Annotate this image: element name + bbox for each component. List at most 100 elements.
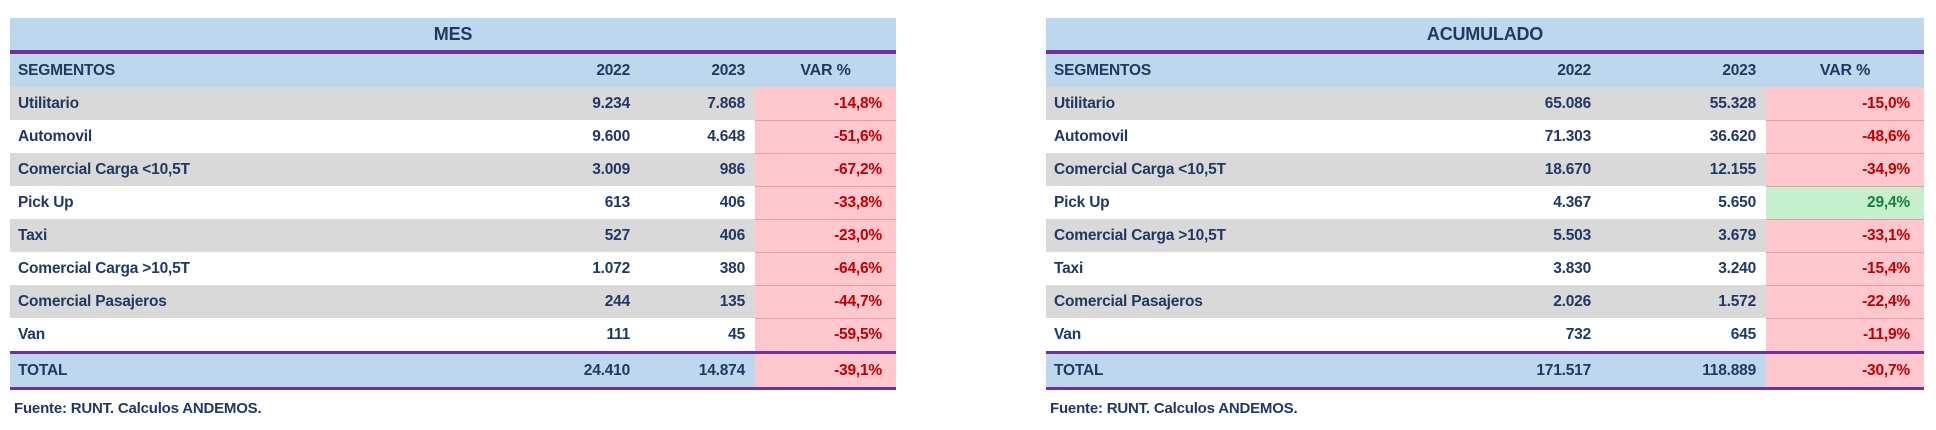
segment-cell: Taxi bbox=[18, 226, 48, 244]
value-2022-cell: 244 bbox=[604, 292, 630, 310]
value-2022-cell: 3.830 bbox=[1553, 259, 1591, 277]
segment-cell: Pick Up bbox=[18, 193, 74, 211]
value-2023-cell: 7.868 bbox=[707, 94, 745, 112]
segment-cell: Comercial Carga <10,5T bbox=[18, 160, 190, 178]
var-percent-cell: -22,4% bbox=[1766, 285, 1924, 318]
table-row: Comercial Carga <10,5T 3.009 986 -67,2% bbox=[10, 153, 896, 186]
table-row: Automovil 9.600 4.648 -51,6% bbox=[10, 120, 896, 153]
var-percent-cell: -34,9% bbox=[1766, 153, 1924, 186]
segment-cell: Automovil bbox=[1054, 127, 1128, 145]
var-percent-cell: -48,6% bbox=[1766, 120, 1924, 153]
title-divider bbox=[10, 50, 896, 54]
column-header-2023: 2023 bbox=[711, 61, 745, 79]
var-percent-cell: -11,9% bbox=[1766, 318, 1924, 351]
acumulado-header-row: SEGMENTOS 2022 2023 VAR % bbox=[1046, 54, 1924, 87]
segment-cell: Comercial Pasajeros bbox=[1054, 292, 1203, 310]
value-2022-cell: 111 bbox=[606, 325, 630, 343]
table-row: Utilitario 65.086 55.328 -15,0% bbox=[1046, 87, 1924, 120]
value-2023-cell: 406 bbox=[719, 193, 745, 211]
value-2023-cell: 12.155 bbox=[1709, 160, 1756, 178]
value-2023-cell: 36.620 bbox=[1709, 127, 1756, 145]
table-row: Taxi 3.830 3.240 -15,4% bbox=[1046, 252, 1924, 285]
value-2023-cell: 986 bbox=[719, 160, 745, 178]
segment-cell: Van bbox=[1054, 325, 1081, 343]
value-2023-cell: 3.240 bbox=[1718, 259, 1756, 277]
var-percent-cell: -33,1% bbox=[1766, 219, 1924, 252]
mes-table-body: Utilitario 9.234 7.868 -14,8% Automovil … bbox=[10, 87, 896, 351]
value-2022-cell: 5.503 bbox=[1553, 226, 1591, 244]
value-2022-cell: 71.303 bbox=[1544, 127, 1591, 145]
table-row: Van 732 645 -11,9% bbox=[1046, 318, 1924, 351]
value-2023-cell: 1.572 bbox=[1718, 292, 1756, 310]
column-header-var: VAR % bbox=[1819, 61, 1871, 79]
segment-cell: Van bbox=[18, 325, 45, 343]
acumulado-total-row: TOTAL 171.517 118.889 -30,7% bbox=[1046, 351, 1924, 390]
value-2022-cell: 613 bbox=[604, 193, 630, 211]
mes-table-panel: MES SEGMENTOS 2022 2023 VAR % Utilitario… bbox=[10, 18, 896, 417]
value-2023-cell: 4.648 bbox=[707, 127, 745, 145]
value-2023-cell: 3.679 bbox=[1718, 226, 1756, 244]
value-2022-cell: 9.600 bbox=[592, 127, 630, 145]
var-percent-cell: -67,2% bbox=[755, 153, 896, 186]
total-2023-cell: 118.889 bbox=[1702, 361, 1756, 379]
segment-cell: Comercial Carga >10,5T bbox=[1054, 226, 1226, 244]
segment-cell: Comercial Pasajeros bbox=[18, 292, 167, 310]
source-note: Fuente: RUNT. Calculos ANDEMOS. bbox=[1050, 400, 1298, 417]
table-row: Utilitario 9.234 7.868 -14,8% bbox=[10, 87, 896, 120]
title-divider bbox=[1046, 50, 1924, 54]
var-percent-cell: -15,4% bbox=[1766, 252, 1924, 285]
table-row: Comercial Pasajeros 2.026 1.572 -22,4% bbox=[1046, 285, 1924, 318]
column-header-2022: 2022 bbox=[1557, 61, 1591, 79]
value-2023-cell: 5.650 bbox=[1718, 193, 1756, 211]
table-row: Pick Up 613 406 -33,8% bbox=[10, 186, 896, 219]
table-row: Taxi 527 406 -23,0% bbox=[10, 219, 896, 252]
total-2022-cell: 24.410 bbox=[583, 361, 630, 379]
mes-table-title: MES bbox=[10, 18, 896, 50]
segment-cell: Utilitario bbox=[1054, 94, 1115, 112]
column-header-segmentos: SEGMENTOS bbox=[18, 61, 115, 79]
value-2023-cell: 645 bbox=[1730, 325, 1756, 343]
segment-cell: Taxi bbox=[1054, 259, 1084, 277]
segment-cell: Automovil bbox=[18, 127, 92, 145]
mes-total-row: TOTAL 24.410 14.874 -39,1% bbox=[10, 351, 896, 390]
column-header-var: VAR % bbox=[800, 61, 851, 79]
column-header-segmentos: SEGMENTOS bbox=[1054, 61, 1151, 79]
table-row: Automovil 71.303 36.620 -48,6% bbox=[1046, 120, 1924, 153]
table-row: Comercial Carga >10,5T 5.503 3.679 -33,1… bbox=[1046, 219, 1924, 252]
value-2023-cell: 135 bbox=[719, 292, 745, 310]
table-row: Comercial Carga >10,5T 1.072 380 -64,6% bbox=[10, 252, 896, 285]
value-2022-cell: 18.670 bbox=[1544, 160, 1591, 178]
var-percent-cell: -15,0% bbox=[1766, 87, 1924, 120]
source-note: Fuente: RUNT. Calculos ANDEMOS. bbox=[14, 400, 262, 417]
value-2022-cell: 4.367 bbox=[1553, 193, 1591, 211]
var-percent-cell: -64,6% bbox=[755, 252, 896, 285]
table-row: Comercial Pasajeros 244 135 -44,7% bbox=[10, 285, 896, 318]
value-2023-cell: 45 bbox=[728, 325, 745, 343]
var-percent-cell: -59,5% bbox=[755, 318, 896, 351]
value-2022-cell: 1.072 bbox=[592, 259, 630, 277]
var-percent-cell: -23,0% bbox=[755, 219, 896, 252]
column-header-2023: 2023 bbox=[1722, 61, 1756, 79]
table-row: Pick Up 4.367 5.650 29,4% bbox=[1046, 186, 1924, 219]
var-percent-cell: 29,4% bbox=[1766, 186, 1924, 219]
table-row: Van 111 45 -59,5% bbox=[10, 318, 896, 351]
value-2022-cell: 9.234 bbox=[592, 94, 630, 112]
segment-cell: Utilitario bbox=[18, 94, 79, 112]
value-2022-cell: 732 bbox=[1565, 325, 1591, 343]
value-2022-cell: 527 bbox=[604, 226, 630, 244]
total-label: TOTAL bbox=[1054, 361, 1104, 379]
segment-cell: Comercial Carga <10,5T bbox=[1054, 160, 1226, 178]
segment-cell: Comercial Carga >10,5T bbox=[18, 259, 190, 277]
acumulado-table-body: Utilitario 65.086 55.328 -15,0% Automovi… bbox=[1046, 87, 1924, 351]
var-percent-cell: -44,7% bbox=[755, 285, 896, 318]
total-label: TOTAL bbox=[18, 361, 68, 379]
total-2022-cell: 171.517 bbox=[1536, 361, 1591, 379]
column-header-2022: 2022 bbox=[596, 61, 630, 79]
value-2023-cell: 406 bbox=[719, 226, 745, 244]
value-2023-cell: 380 bbox=[719, 259, 745, 277]
total-var-cell: -39,1% bbox=[755, 354, 896, 387]
value-2022-cell: 2.026 bbox=[1553, 292, 1591, 310]
value-2022-cell: 65.086 bbox=[1544, 94, 1591, 112]
value-2023-cell: 55.328 bbox=[1709, 94, 1756, 112]
